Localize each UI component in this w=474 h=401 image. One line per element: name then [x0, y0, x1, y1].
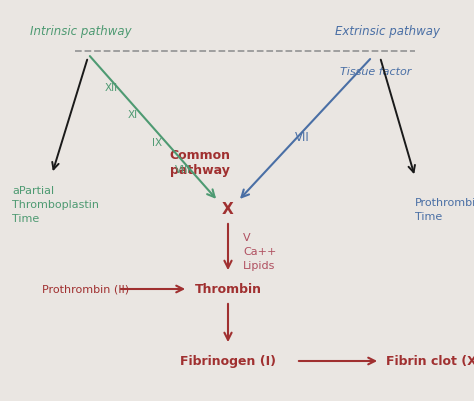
Text: Extrinsic pathway: Extrinsic pathway — [335, 25, 440, 38]
Text: X: X — [222, 202, 234, 217]
Text: Tissue factor: Tissue factor — [340, 67, 411, 77]
Text: XII: XII — [105, 83, 118, 93]
Text: VII: VII — [295, 131, 310, 144]
Text: XI: XI — [128, 110, 138, 120]
Text: IX: IX — [152, 138, 162, 148]
Text: Common
pathway: Common pathway — [170, 149, 230, 176]
Text: Intrinsic pathway: Intrinsic pathway — [30, 25, 132, 38]
Text: V
Ca++
Lipids: V Ca++ Lipids — [243, 233, 276, 270]
Text: Fibrinogen (I): Fibrinogen (I) — [180, 354, 276, 368]
Text: VIII: VIII — [175, 164, 191, 174]
Text: Prothrombin (II): Prothrombin (II) — [42, 284, 129, 294]
Text: Prothrombin
Time: Prothrombin Time — [415, 198, 474, 221]
Text: Fibrin clot (XIII): Fibrin clot (XIII) — [386, 354, 474, 368]
Text: Thrombin: Thrombin — [194, 283, 262, 296]
Text: aPartial
Thromboplastin
Time: aPartial Thromboplastin Time — [12, 186, 99, 223]
